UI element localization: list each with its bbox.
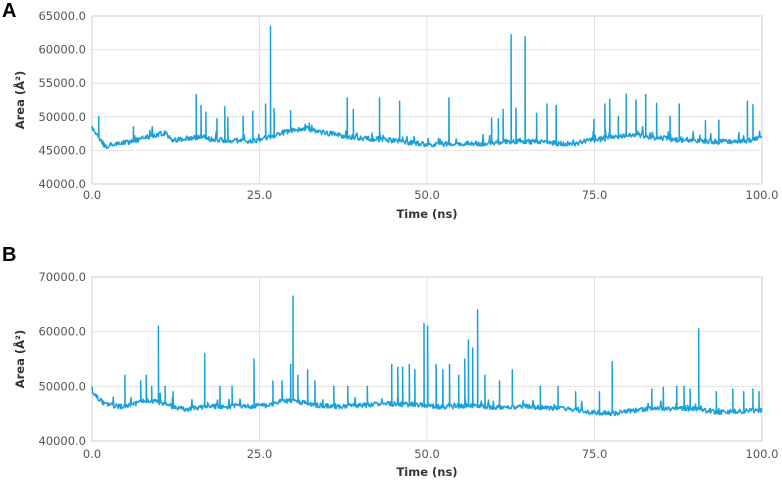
y-tick-label: 40000.0 (38, 434, 86, 448)
series-line (91, 25, 763, 150)
x-tick-label: 25.0 (247, 188, 273, 202)
chart-a: 40000.0 45000.0 50000.0 55000.0 60000.0 65000… (12, 9, 778, 221)
y-tick-label: 50000.0 (38, 110, 86, 124)
y-tick-label: 60000.0 (38, 43, 86, 57)
panel-letter-a: A (2, 0, 17, 22)
y-tick-label: 40000.0 (38, 177, 86, 191)
x-axis-title: Time (ns) (396, 207, 457, 221)
x-tick-label: 0.0 (83, 188, 101, 202)
chart-b: 40000.0 50000.0 60000.0 70000.0 0.0 25.0 50.0 7… (12, 270, 778, 479)
y-axis-title: Area (Å²) (12, 71, 27, 130)
x-tick-label: 75.0 (582, 188, 608, 202)
y-tick-label: 60000.0 (38, 325, 86, 339)
x-tick-label: 50.0 (414, 447, 440, 461)
x-tick-label: 100.0 (746, 447, 779, 461)
x-axis-title: Time (ns) (396, 465, 457, 479)
x-tick-label: 25.0 (247, 447, 273, 461)
y-tick-label: 45000.0 (38, 143, 86, 157)
series-line (91, 295, 763, 417)
x-tick-label: 50.0 (414, 188, 440, 202)
x-tick-label: 100.0 (746, 188, 779, 202)
y-tick-label: 65000.0 (38, 9, 86, 23)
y-tick-label: 55000.0 (38, 76, 86, 90)
plot-frame (91, 276, 763, 442)
panel-letter-b: B (2, 244, 17, 266)
x-tick-label: 0.0 (83, 447, 101, 461)
y-axis-title: Area (Å²) (12, 330, 27, 389)
x-tick-label: 75.0 (582, 447, 608, 461)
y-tick-label: 70000.0 (38, 270, 86, 284)
y-tick-label: 50000.0 (38, 379, 86, 393)
plot-frame (91, 15, 763, 185)
